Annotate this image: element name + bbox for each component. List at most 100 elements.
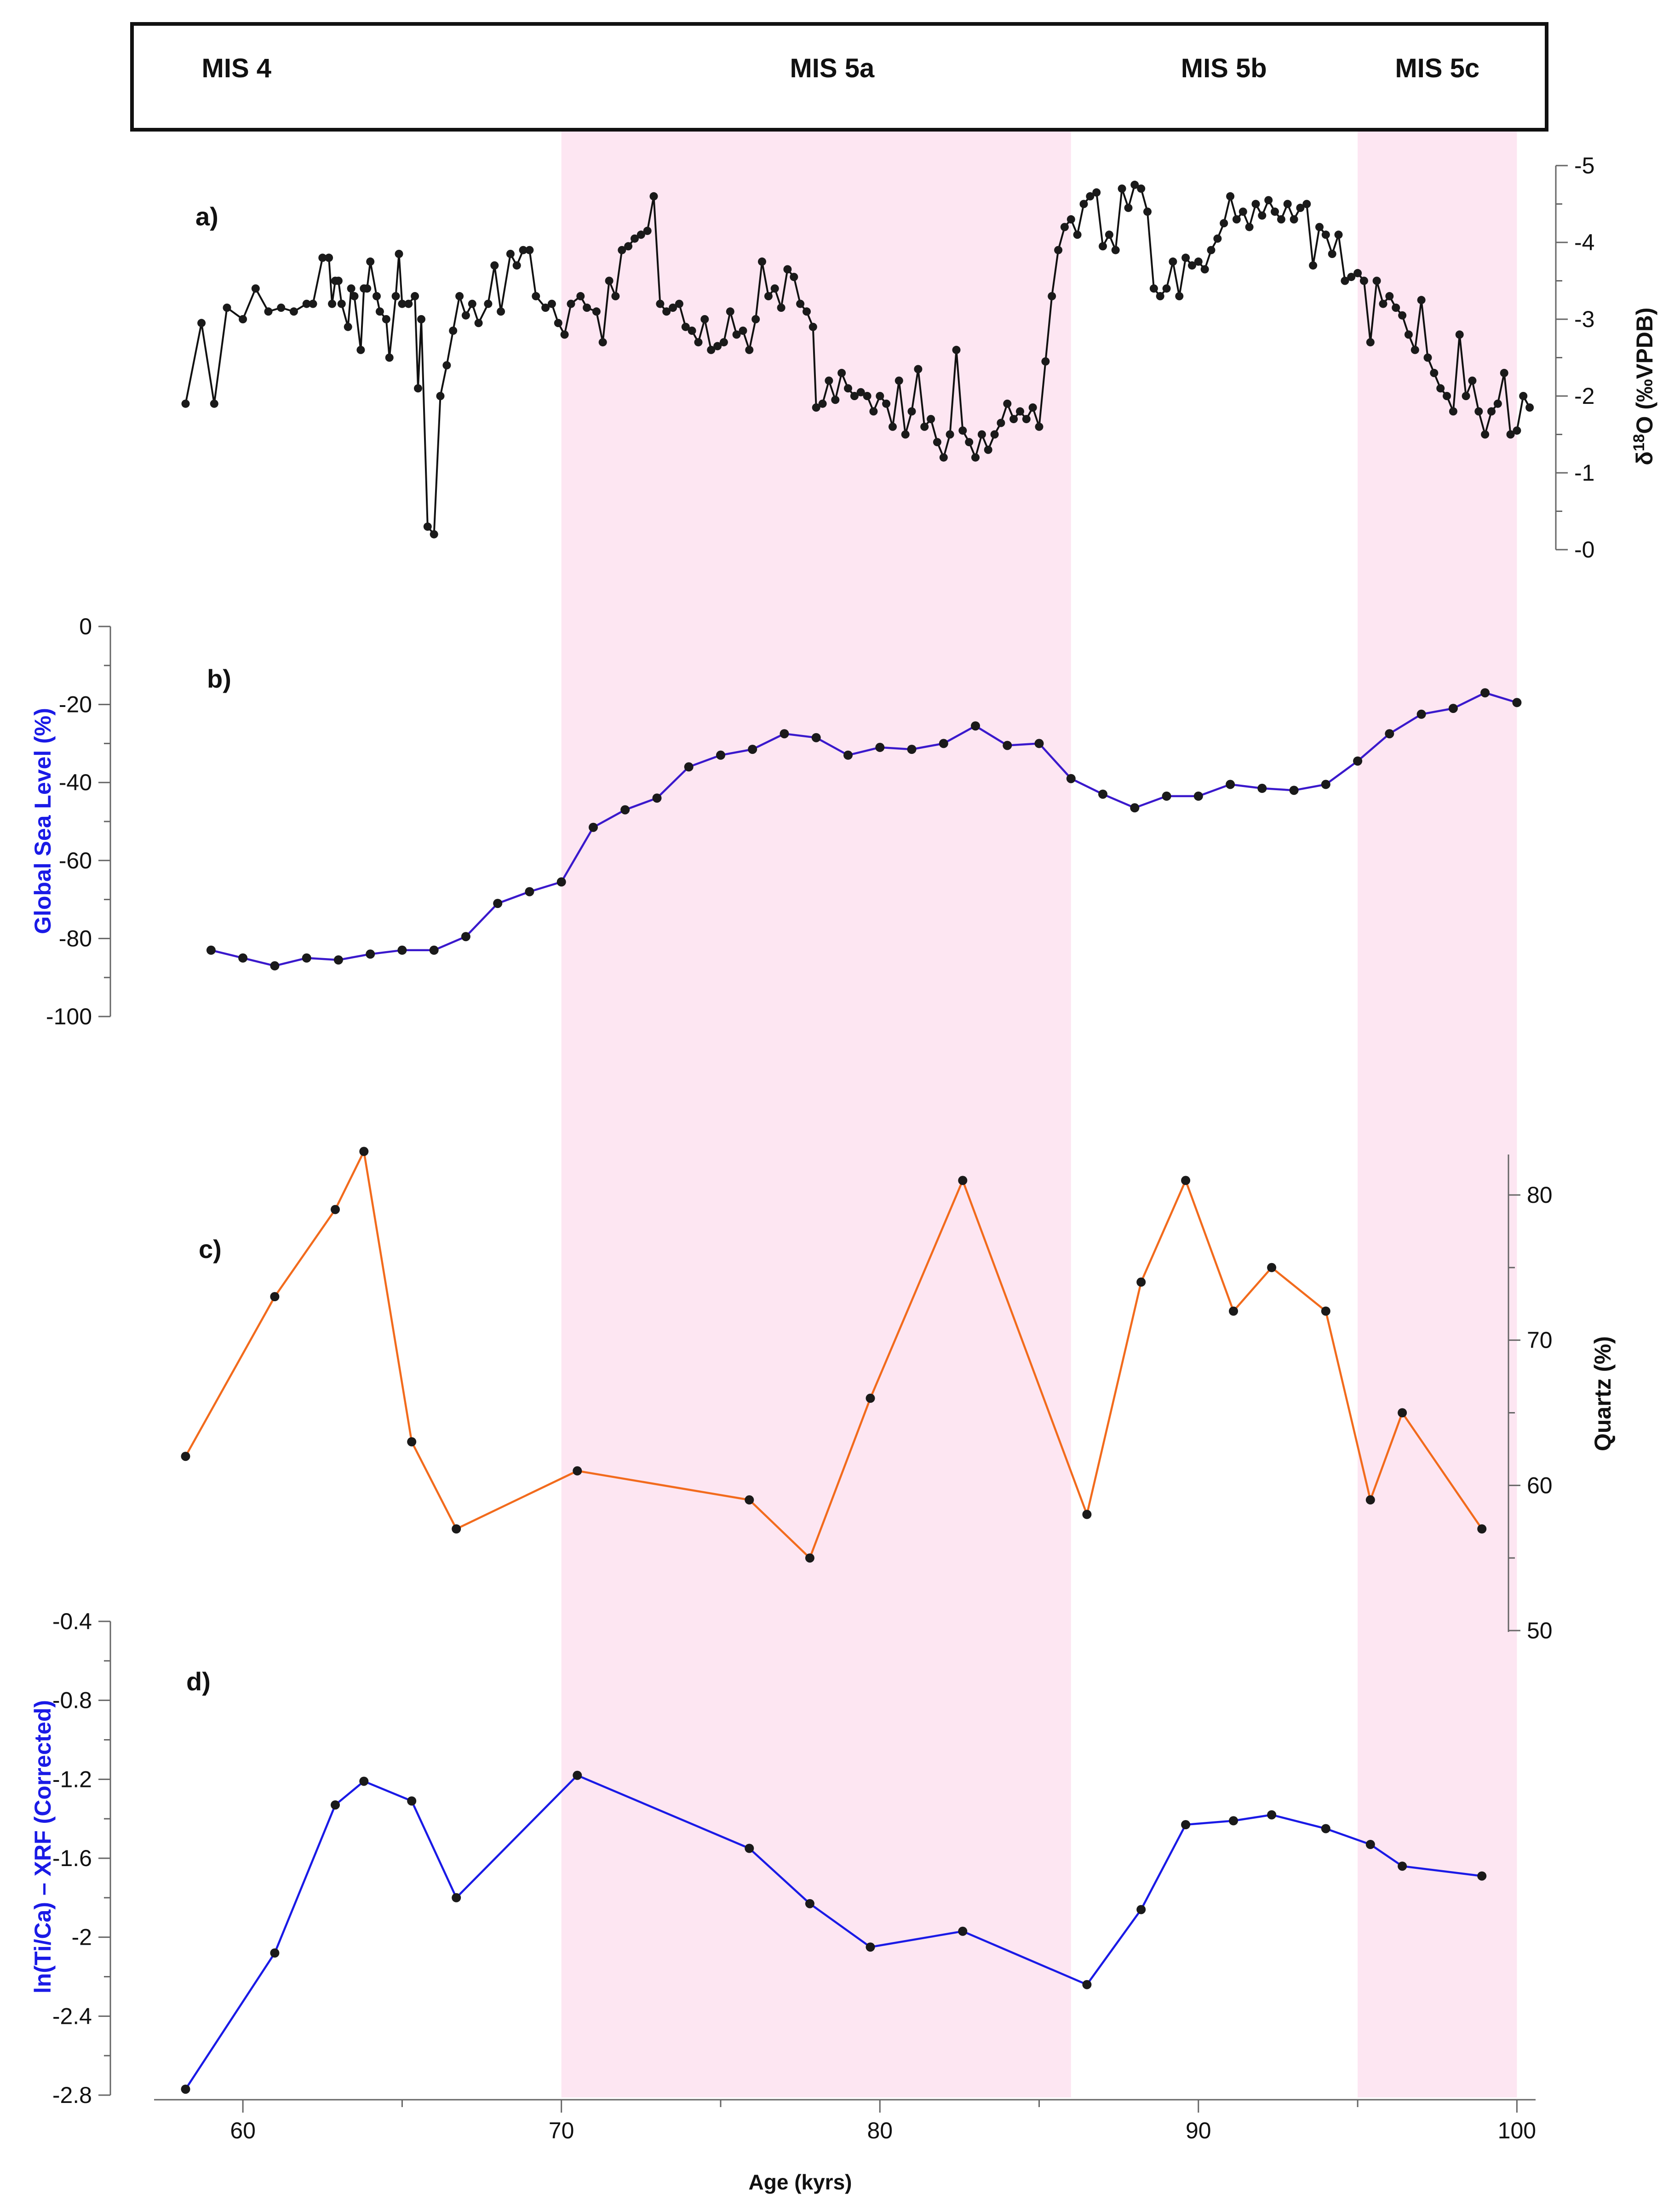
data-point-d <box>407 1796 417 1806</box>
data-point-a <box>675 299 683 308</box>
panel-d-tick-label: -0.4 <box>52 1608 92 1634</box>
panel-a-tick-label: -0 <box>1574 537 1594 563</box>
data-point-a <box>1251 200 1260 208</box>
data-point-a <box>939 453 948 462</box>
x-axis-tick-label: 70 <box>549 2118 574 2143</box>
data-point-a <box>662 307 671 316</box>
data-point-a <box>914 365 923 373</box>
data-point-a <box>1359 276 1368 285</box>
data-point-a <box>598 338 607 347</box>
data-point-a <box>656 299 665 308</box>
data-point-b <box>1257 783 1267 793</box>
data-point-a <box>681 322 690 331</box>
data-point-a <box>907 407 916 416</box>
data-point-a <box>1022 415 1031 424</box>
data-point-a <box>398 299 407 308</box>
panel-a-tick-label: -2 <box>1574 383 1594 409</box>
data-point-a <box>1073 230 1082 239</box>
data-point-d <box>181 2085 190 2094</box>
data-point-a <box>1379 299 1388 308</box>
data-point-b <box>971 721 980 731</box>
panel-a-tick-label: -5 <box>1574 153 1594 178</box>
data-point-a <box>958 426 967 435</box>
data-point-a <box>894 376 903 385</box>
data-point-a <box>946 430 954 439</box>
data-point-b <box>716 750 725 760</box>
data-point-a <box>758 257 766 266</box>
data-point-c <box>359 1147 369 1156</box>
data-point-a <box>719 338 728 347</box>
data-point-a <box>547 299 556 308</box>
data-point-a <box>1175 292 1184 300</box>
data-point-d <box>573 1770 582 1780</box>
data-point-a <box>933 438 941 447</box>
data-point-c <box>270 1292 280 1301</box>
data-point-a <box>1296 203 1305 212</box>
data-point-a <box>1245 223 1254 231</box>
data-point-a <box>1455 330 1464 339</box>
data-point-a <box>1468 376 1477 385</box>
data-point-a <box>1162 284 1171 293</box>
data-point-a <box>382 315 390 323</box>
shaded-interval-2 <box>1358 130 1517 2097</box>
data-point-d <box>866 1942 875 1952</box>
shaded-interval-1 <box>561 130 1071 2097</box>
d18o-series <box>181 180 1534 539</box>
data-point-a <box>1506 430 1515 439</box>
data-point-a <box>649 192 658 201</box>
data-point-a <box>825 376 833 385</box>
panel-d-y-axis: -0.4 -0.8 -1.2 -1.6 -2 -2.4 -2.8 <box>52 1608 111 2108</box>
quartz-series <box>181 1147 1487 1563</box>
data-point-b <box>620 805 630 815</box>
data-point-a <box>375 307 384 316</box>
data-point-a <box>455 292 464 300</box>
data-point-a <box>1035 422 1044 431</box>
data-point-a <box>1130 180 1139 189</box>
data-point-a <box>882 399 891 408</box>
data-point-c <box>1477 1524 1487 1534</box>
data-point-a <box>1124 203 1133 212</box>
data-point-a <box>971 453 980 462</box>
data-point-a <box>1079 200 1088 208</box>
data-point-c <box>1181 1176 1191 1185</box>
data-point-b <box>206 945 216 955</box>
data-point-d <box>1398 1861 1407 1871</box>
data-point-a <box>889 422 897 431</box>
data-point-b <box>1130 803 1140 813</box>
data-point-b <box>907 745 917 754</box>
data-point-b <box>811 733 821 742</box>
data-point-a <box>624 242 633 251</box>
data-point-a <box>449 327 458 335</box>
data-point-a <box>373 292 381 300</box>
panel-b-tick-label: -100 <box>46 1004 92 1029</box>
data-point-d <box>1321 1824 1330 1833</box>
data-point-a <box>468 299 476 308</box>
data-point-a <box>790 273 798 281</box>
data-point-a <box>739 327 747 335</box>
data-point-a <box>223 304 231 312</box>
data-point-c <box>805 1553 814 1563</box>
data-point-a <box>1118 184 1126 193</box>
data-point-a <box>347 284 355 293</box>
panel-c-tick-label: 70 <box>1527 1327 1553 1353</box>
panel-d-tick-label: -1.2 <box>52 1766 92 1792</box>
data-point-b <box>589 822 598 832</box>
data-point-b <box>556 877 566 887</box>
data-point-a <box>1392 304 1400 312</box>
data-point-a <box>1404 330 1413 339</box>
data-point-d <box>958 1926 968 1936</box>
data-point-a <box>1430 368 1439 377</box>
data-point-a <box>532 292 540 300</box>
data-point-a <box>694 338 703 347</box>
mis-5b-label: MIS 5b <box>1181 53 1267 83</box>
data-point-a <box>366 257 375 266</box>
mis-header-box <box>130 22 1548 132</box>
data-point-a <box>984 445 992 454</box>
data-point-a <box>1513 426 1521 435</box>
data-point-a <box>1194 257 1203 266</box>
data-point-a <box>1321 230 1330 239</box>
data-point-a <box>385 353 394 362</box>
data-point-a <box>990 430 999 439</box>
panel-c-quartz: c) 50 60 70 80 Quartz (%) <box>181 1147 1616 1643</box>
data-point-a <box>490 261 499 270</box>
